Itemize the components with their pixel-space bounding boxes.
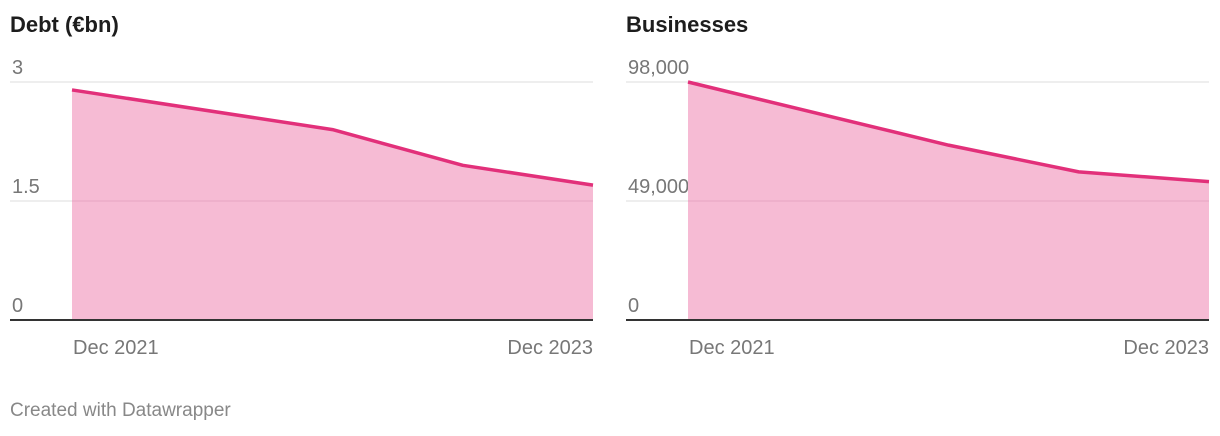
footer-credit: Created with Datawrapper: [10, 400, 231, 421]
series-line: [71, 88, 594, 187]
debt-area-chart: 0 1.5 3 Dec 2021 Dec 2023: [10, 57, 594, 359]
x-tick-label: Dec 2023: [1123, 337, 1209, 359]
y-tick-label: 0: [12, 295, 23, 317]
y-tick-label: 98,000: [628, 57, 689, 79]
businesses-chart-panel: Businesses 0 49,000 98,000 Dec 2021 Dec 2023: [626, 0, 1220, 370]
x-tick-label: Dec 2021: [73, 337, 159, 359]
y-tick-label: 1.5: [12, 176, 40, 198]
x-tick-label: Dec 2021: [689, 337, 775, 359]
businesses-area-chart: 0 49,000 98,000 Dec 2021 Dec 2023: [626, 57, 1210, 359]
series-line: [687, 80, 1210, 184]
chart-title: Debt (€bn): [10, 12, 119, 37]
chart-title: Businesses: [626, 12, 749, 37]
x-tick-label: Dec 2023: [507, 337, 593, 359]
series-area: [72, 89, 593, 320]
y-tick-label: 49,000: [628, 176, 689, 198]
y-tick-label: 0: [628, 295, 639, 317]
debt-chart-panel: Debt (€bn) 0 1.5 3 Dec 2021 Dec 2023: [10, 0, 610, 370]
y-tick-label: 3: [12, 57, 23, 79]
